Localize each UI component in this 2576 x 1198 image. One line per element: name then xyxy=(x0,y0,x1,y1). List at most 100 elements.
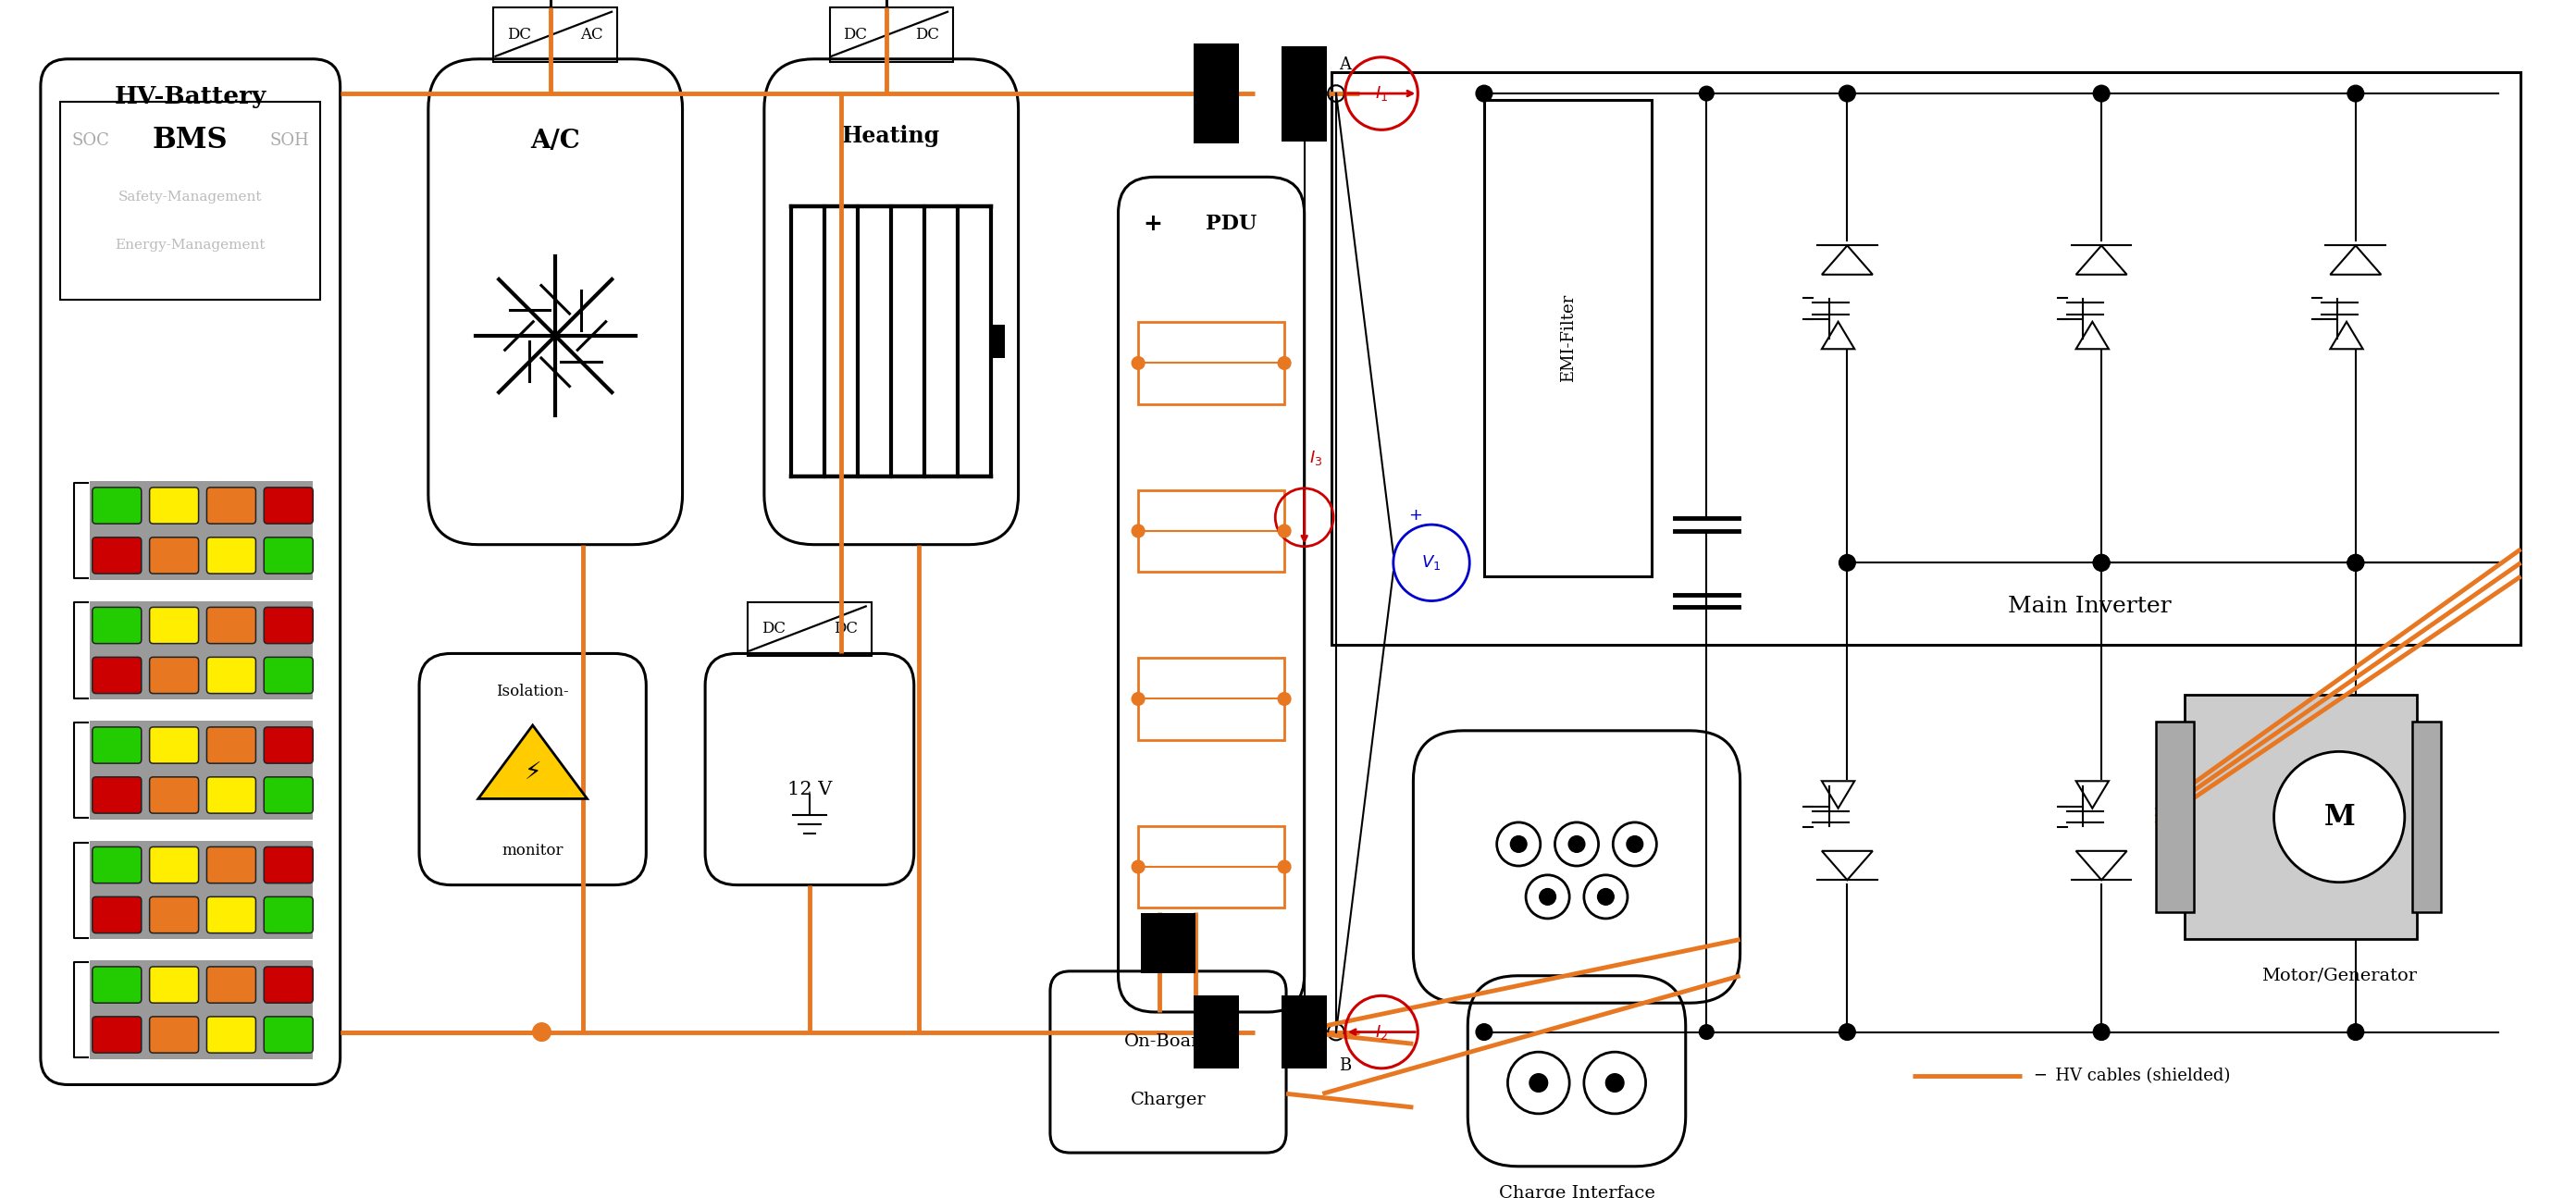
FancyBboxPatch shape xyxy=(263,727,312,763)
FancyBboxPatch shape xyxy=(206,847,255,883)
Text: AC: AC xyxy=(580,26,603,42)
FancyBboxPatch shape xyxy=(263,658,312,694)
FancyBboxPatch shape xyxy=(93,847,142,883)
Bar xyxy=(1193,43,1239,144)
FancyBboxPatch shape xyxy=(263,897,312,933)
Bar xyxy=(829,7,953,62)
FancyBboxPatch shape xyxy=(149,847,198,883)
FancyBboxPatch shape xyxy=(93,897,142,933)
FancyBboxPatch shape xyxy=(93,727,142,763)
Text: Energy-Management: Energy-Management xyxy=(116,238,265,252)
Circle shape xyxy=(1597,889,1615,904)
FancyBboxPatch shape xyxy=(93,607,142,643)
Text: A: A xyxy=(1340,56,1350,73)
Bar xyxy=(1139,490,1285,571)
Text: DC: DC xyxy=(835,621,858,637)
Circle shape xyxy=(1278,357,1291,369)
Bar xyxy=(1139,322,1285,404)
Bar xyxy=(2411,721,2442,912)
Text: PDU: PDU xyxy=(1206,214,1257,235)
Bar xyxy=(62,102,319,300)
FancyBboxPatch shape xyxy=(263,607,312,643)
Circle shape xyxy=(1278,692,1291,706)
Text: DC: DC xyxy=(507,26,531,42)
FancyBboxPatch shape xyxy=(206,727,255,763)
Text: Motor/Generator: Motor/Generator xyxy=(2262,968,2416,984)
Circle shape xyxy=(2347,555,2365,571)
Text: A/C: A/C xyxy=(531,128,580,153)
Bar xyxy=(1141,938,1195,973)
Circle shape xyxy=(1700,1024,1713,1040)
Bar xyxy=(992,325,1005,358)
Text: $I_2$: $I_2$ xyxy=(1376,1023,1388,1041)
Circle shape xyxy=(2094,85,2110,102)
FancyBboxPatch shape xyxy=(206,967,255,1003)
Text: B: B xyxy=(1340,1058,1350,1075)
Bar xyxy=(1139,825,1285,908)
Bar xyxy=(1141,913,1195,938)
Text: 12 V: 12 V xyxy=(788,781,832,798)
Text: +: + xyxy=(1144,213,1162,235)
Text: Safety-Management: Safety-Management xyxy=(118,190,263,204)
Circle shape xyxy=(2347,1024,2365,1040)
Text: DC: DC xyxy=(914,26,940,42)
Text: HV-Battery: HV-Battery xyxy=(113,85,265,109)
FancyBboxPatch shape xyxy=(93,1017,142,1053)
Bar xyxy=(90,482,312,580)
Bar xyxy=(90,961,312,1059)
Text: Charger: Charger xyxy=(1131,1091,1206,1108)
FancyBboxPatch shape xyxy=(149,488,198,524)
FancyBboxPatch shape xyxy=(206,1017,255,1053)
Text: Main Inverter: Main Inverter xyxy=(2007,595,2172,617)
FancyBboxPatch shape xyxy=(149,778,198,813)
FancyBboxPatch shape xyxy=(263,538,312,574)
FancyBboxPatch shape xyxy=(206,488,255,524)
FancyBboxPatch shape xyxy=(263,967,312,1003)
FancyBboxPatch shape xyxy=(149,897,198,933)
Text: EMI-Filter: EMI-Filter xyxy=(1558,294,1577,382)
Circle shape xyxy=(2094,555,2110,571)
Circle shape xyxy=(2094,555,2110,571)
FancyBboxPatch shape xyxy=(149,1017,198,1053)
Text: Heating: Heating xyxy=(842,125,940,147)
FancyBboxPatch shape xyxy=(149,607,198,643)
Circle shape xyxy=(1625,836,1643,852)
Bar xyxy=(1193,996,1239,1069)
Text: DC: DC xyxy=(762,621,786,637)
Circle shape xyxy=(2347,555,2365,571)
FancyBboxPatch shape xyxy=(206,778,255,813)
Text: On-Board: On-Board xyxy=(1123,1034,1213,1051)
Text: ─  HV cables (shielded): ─ HV cables (shielded) xyxy=(2035,1067,2231,1084)
Circle shape xyxy=(1131,525,1144,538)
Circle shape xyxy=(1530,1073,1548,1091)
FancyBboxPatch shape xyxy=(263,847,312,883)
Text: BMS: BMS xyxy=(152,126,229,155)
Bar xyxy=(747,601,871,657)
Text: DC: DC xyxy=(842,26,868,42)
Bar xyxy=(2156,721,2195,912)
Bar xyxy=(1332,73,2522,645)
Text: +: + xyxy=(1409,507,1422,524)
Text: ⚡: ⚡ xyxy=(523,761,541,786)
Circle shape xyxy=(1540,889,1556,904)
Circle shape xyxy=(2347,85,2365,102)
FancyBboxPatch shape xyxy=(93,778,142,813)
Text: $I_1$: $I_1$ xyxy=(1376,84,1388,103)
Text: Isolation-: Isolation- xyxy=(497,684,569,700)
Bar xyxy=(90,721,312,819)
Bar xyxy=(1283,996,1327,1069)
Circle shape xyxy=(533,1023,551,1041)
Circle shape xyxy=(1278,860,1291,873)
Bar xyxy=(90,601,312,700)
FancyBboxPatch shape xyxy=(93,658,142,694)
Circle shape xyxy=(1131,692,1144,706)
Text: monitor: monitor xyxy=(502,842,564,858)
Text: Charge Interface: Charge Interface xyxy=(1499,1185,1654,1198)
FancyBboxPatch shape xyxy=(206,538,255,574)
Circle shape xyxy=(2094,1024,2110,1040)
Circle shape xyxy=(1510,836,1528,852)
FancyBboxPatch shape xyxy=(206,658,255,694)
FancyBboxPatch shape xyxy=(263,488,312,524)
Circle shape xyxy=(1476,85,1492,102)
Bar xyxy=(495,7,618,62)
